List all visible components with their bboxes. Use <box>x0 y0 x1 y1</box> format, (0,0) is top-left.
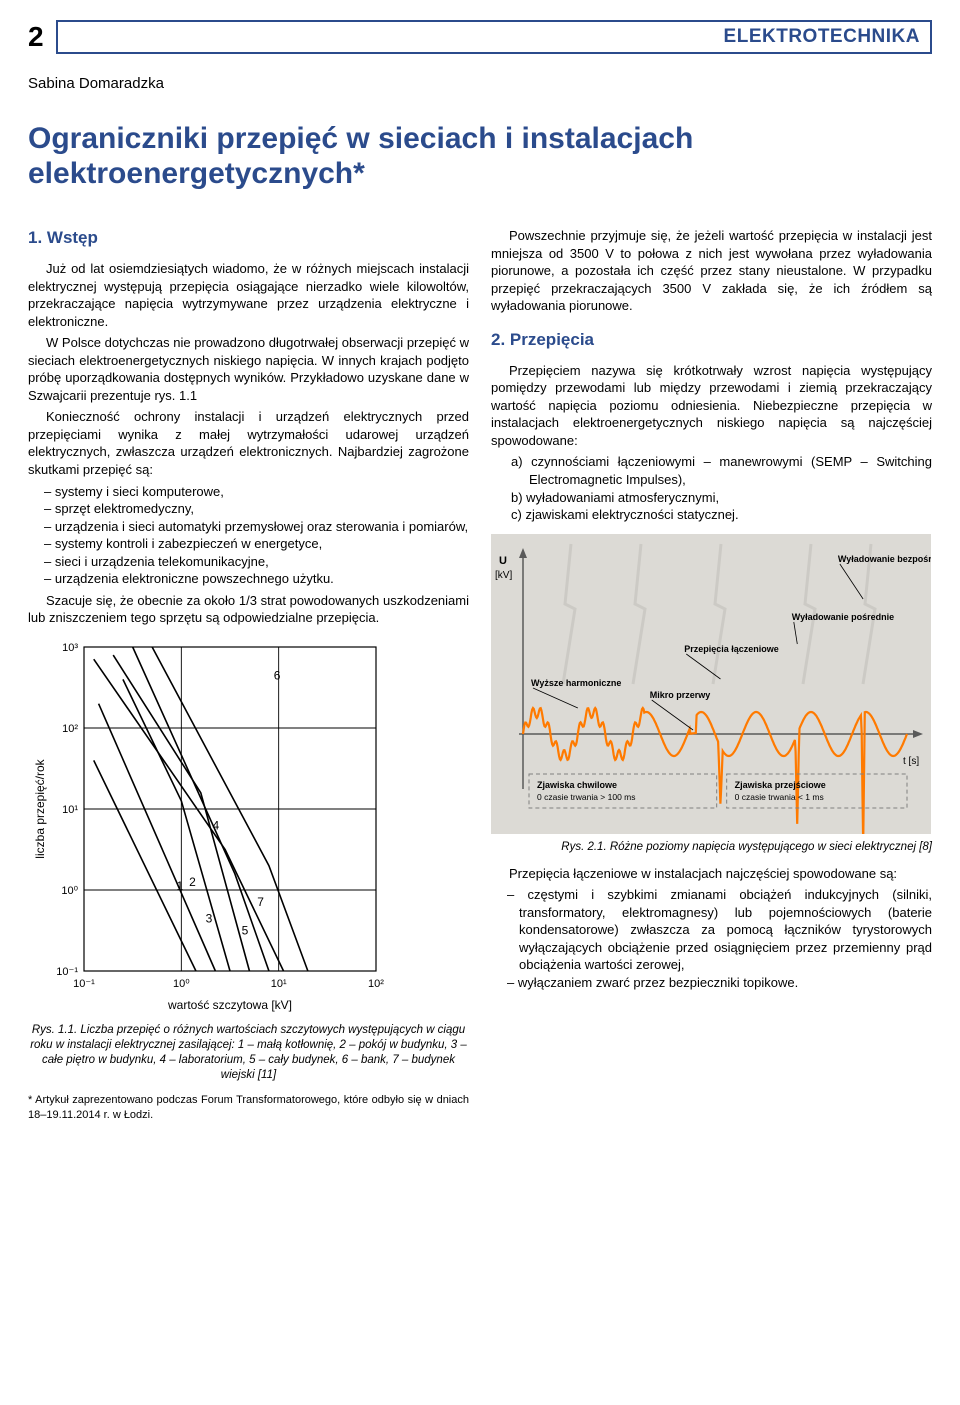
svg-text:Mikro przerwy: Mikro przerwy <box>650 690 711 700</box>
svg-text:0 czasie trwania < 1 ms: 0 czasie trwania < 1 ms <box>735 792 824 802</box>
list-item: sprzęt elektromedyczny, <box>44 500 469 518</box>
svg-text:Wyładowanie pośrednie: Wyładowanie pośrednie <box>792 612 894 622</box>
bullet-list: systemy i sieci komputerowe,sprzęt elekt… <box>28 483 469 588</box>
svg-text:5: 5 <box>242 923 249 937</box>
columns: 1. Wstęp Już od lat osiemdziesiątych wia… <box>28 227 932 1122</box>
heading-surges: 2. Przepięcia <box>491 329 932 352</box>
svg-text:10⁻¹: 10⁻¹ <box>73 978 95 990</box>
header-row: 2 ELEKTROTECHNIKA <box>28 18 932 56</box>
svg-text:Wyładowanie bezpośrednie: Wyładowanie bezpośrednie <box>838 554 931 564</box>
svg-text:3: 3 <box>206 911 213 925</box>
svg-text:0 czasie trwania > 100 ms: 0 czasie trwania > 100 ms <box>537 792 636 802</box>
paragraph: Powszechnie przyjmuje się, że jeżeli war… <box>491 227 932 315</box>
figure-1-svg: 10⁻¹ 10⁰ 10¹ 10² 10⁻¹ 10⁰ 10¹ 10² 10³ wartość szc… <box>28 637 388 1017</box>
svg-text:10¹: 10¹ <box>271 978 287 990</box>
svg-text:10³: 10³ <box>62 642 78 654</box>
list-item: b) wyładowaniami atmosferycznymi, <box>511 489 932 507</box>
svg-text:10²: 10² <box>368 978 384 990</box>
svg-text:10¹: 10¹ <box>62 804 78 816</box>
svg-text:U: U <box>499 555 507 567</box>
list-item: wyłączaniem zwarć przez bezpieczniki top… <box>507 974 932 992</box>
page: 2 ELEKTROTECHNIKA Sabina Domaradzka Ogra… <box>0 0 960 1146</box>
svg-text:7: 7 <box>257 895 264 909</box>
svg-text:wartość szczytowa [kV]: wartość szczytowa [kV] <box>167 998 292 1012</box>
lettered-list: a) czynnościami łączeniowymi – manewrowy… <box>491 453 932 523</box>
paragraph: Przepięciem nazywa się krótkotrwały wzro… <box>491 362 932 450</box>
svg-text:10⁰: 10⁰ <box>173 978 190 990</box>
article-title: Ograniczniki przepięć w sieciach i insta… <box>28 122 932 191</box>
svg-text:Przepięcia łączeniowe: Przepięcia łączeniowe <box>684 644 779 654</box>
paragraph: Przepięcia łączeniowe w instalacjach naj… <box>491 865 932 883</box>
svg-text:10⁻¹: 10⁻¹ <box>56 966 78 978</box>
paragraph: W Polsce dotychczas nie prowadzono długo… <box>28 334 469 404</box>
bullet-list: częstymi i szybkimi zmianami obciążeń in… <box>491 886 932 991</box>
section-title: ELEKTROTECHNIKA <box>56 20 932 54</box>
svg-text:[kV]: [kV] <box>495 570 512 581</box>
svg-text:10²: 10² <box>62 723 78 735</box>
list-item: urządzenia elektroniczne powszechnego uż… <box>44 570 469 588</box>
figure-1-caption: Rys. 1.1. Liczba przepięć o różnych wart… <box>28 1023 469 1083</box>
paragraph: Konieczność ochrony instalacji i urządze… <box>28 408 469 478</box>
svg-text:10⁰: 10⁰ <box>61 885 78 897</box>
figure-2-caption: Rys. 2.1. Różne poziomy napięcia występu… <box>491 840 932 855</box>
page-number: 2 <box>28 18 44 56</box>
svg-text:t [s]: t [s] <box>903 756 919 767</box>
paragraph: Szacuje się, że obecnie za około 1/3 str… <box>28 592 469 627</box>
list-item: sieci i urządzenia telekomunikacyjne, <box>44 553 469 571</box>
figure-2-svg: U [kV] t [s] Zjawiska chwilowe 0 czasie trwa… <box>491 534 931 834</box>
list-item: c) zjawiskami elektryczności statycznej. <box>511 506 932 524</box>
svg-text:liczba przepięć/rok: liczba przepięć/rok <box>33 758 47 858</box>
list-item: a) czynnościami łączeniowymi – manewrowy… <box>511 453 932 488</box>
figure-1: 10⁻¹ 10⁰ 10¹ 10² 10⁻¹ 10⁰ 10¹ 10² 10³ wartość szc… <box>28 637 469 1017</box>
list-item: częstymi i szybkimi zmianami obciążeń in… <box>507 886 932 974</box>
svg-text:4: 4 <box>212 818 219 832</box>
left-column: 1. Wstęp Już od lat osiemdziesiątych wia… <box>28 227 469 1122</box>
svg-text:Wyższe harmoniczne: Wyższe harmoniczne <box>531 678 621 688</box>
svg-text:1: 1 <box>176 879 183 893</box>
author: Sabina Domaradzka <box>28 74 932 94</box>
list-item: urządzenia i sieci automatyki przemysłow… <box>44 518 469 536</box>
heading-intro: 1. Wstęp <box>28 227 469 250</box>
svg-text:6: 6 <box>274 668 281 682</box>
right-column: Powszechnie przyjmuje się, że jeżeli war… <box>491 227 932 1122</box>
paragraph: Już od lat osiemdziesiątych wiadomo, że … <box>28 260 469 330</box>
figure-2: U [kV] t [s] Zjawiska chwilowe 0 czasie trwa… <box>491 534 932 834</box>
list-item: systemy kontroli i zabezpieczeń w energe… <box>44 535 469 553</box>
svg-text:Zjawiska przejściowe: Zjawiska przejściowe <box>735 780 826 790</box>
svg-text:2: 2 <box>189 875 196 889</box>
list-item: systemy i sieci komputerowe, <box>44 483 469 501</box>
footnote: * Artykuł zaprezentowano podczas Forum T… <box>28 1093 469 1123</box>
svg-text:Zjawiska chwilowe: Zjawiska chwilowe <box>537 780 617 790</box>
